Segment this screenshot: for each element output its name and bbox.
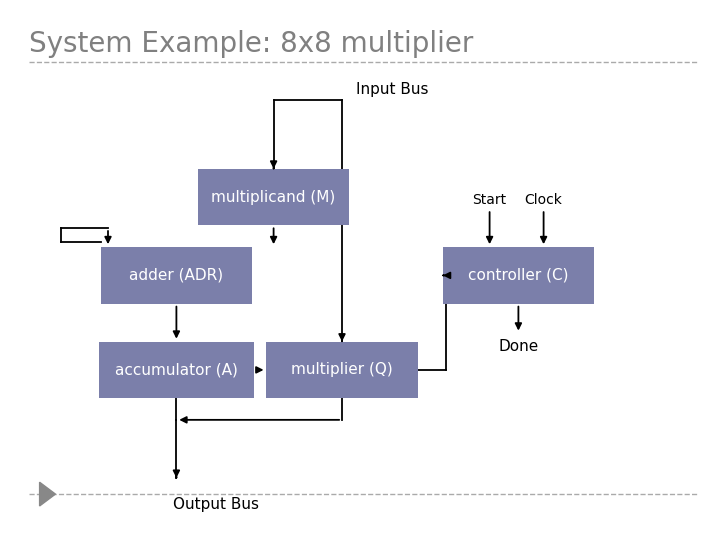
Text: Start: Start — [472, 193, 507, 206]
Polygon shape — [40, 482, 55, 506]
Text: multiplier (Q): multiplier (Q) — [291, 362, 393, 377]
Text: Output Bus: Output Bus — [173, 497, 259, 512]
Text: controller (C): controller (C) — [468, 268, 569, 283]
Text: accumulator (A): accumulator (A) — [115, 362, 238, 377]
FancyBboxPatch shape — [101, 247, 252, 303]
FancyBboxPatch shape — [443, 247, 594, 303]
Text: multiplicand (M): multiplicand (M) — [212, 190, 336, 205]
Text: Clock: Clock — [525, 193, 562, 206]
FancyBboxPatch shape — [198, 168, 349, 226]
Text: adder (ADR): adder (ADR) — [130, 268, 223, 283]
Text: Input Bus: Input Bus — [356, 82, 429, 97]
FancyBboxPatch shape — [266, 342, 418, 399]
Text: System Example: 8x8 multiplier: System Example: 8x8 multiplier — [29, 30, 473, 58]
Text: Done: Done — [498, 339, 539, 354]
FancyBboxPatch shape — [99, 342, 254, 399]
